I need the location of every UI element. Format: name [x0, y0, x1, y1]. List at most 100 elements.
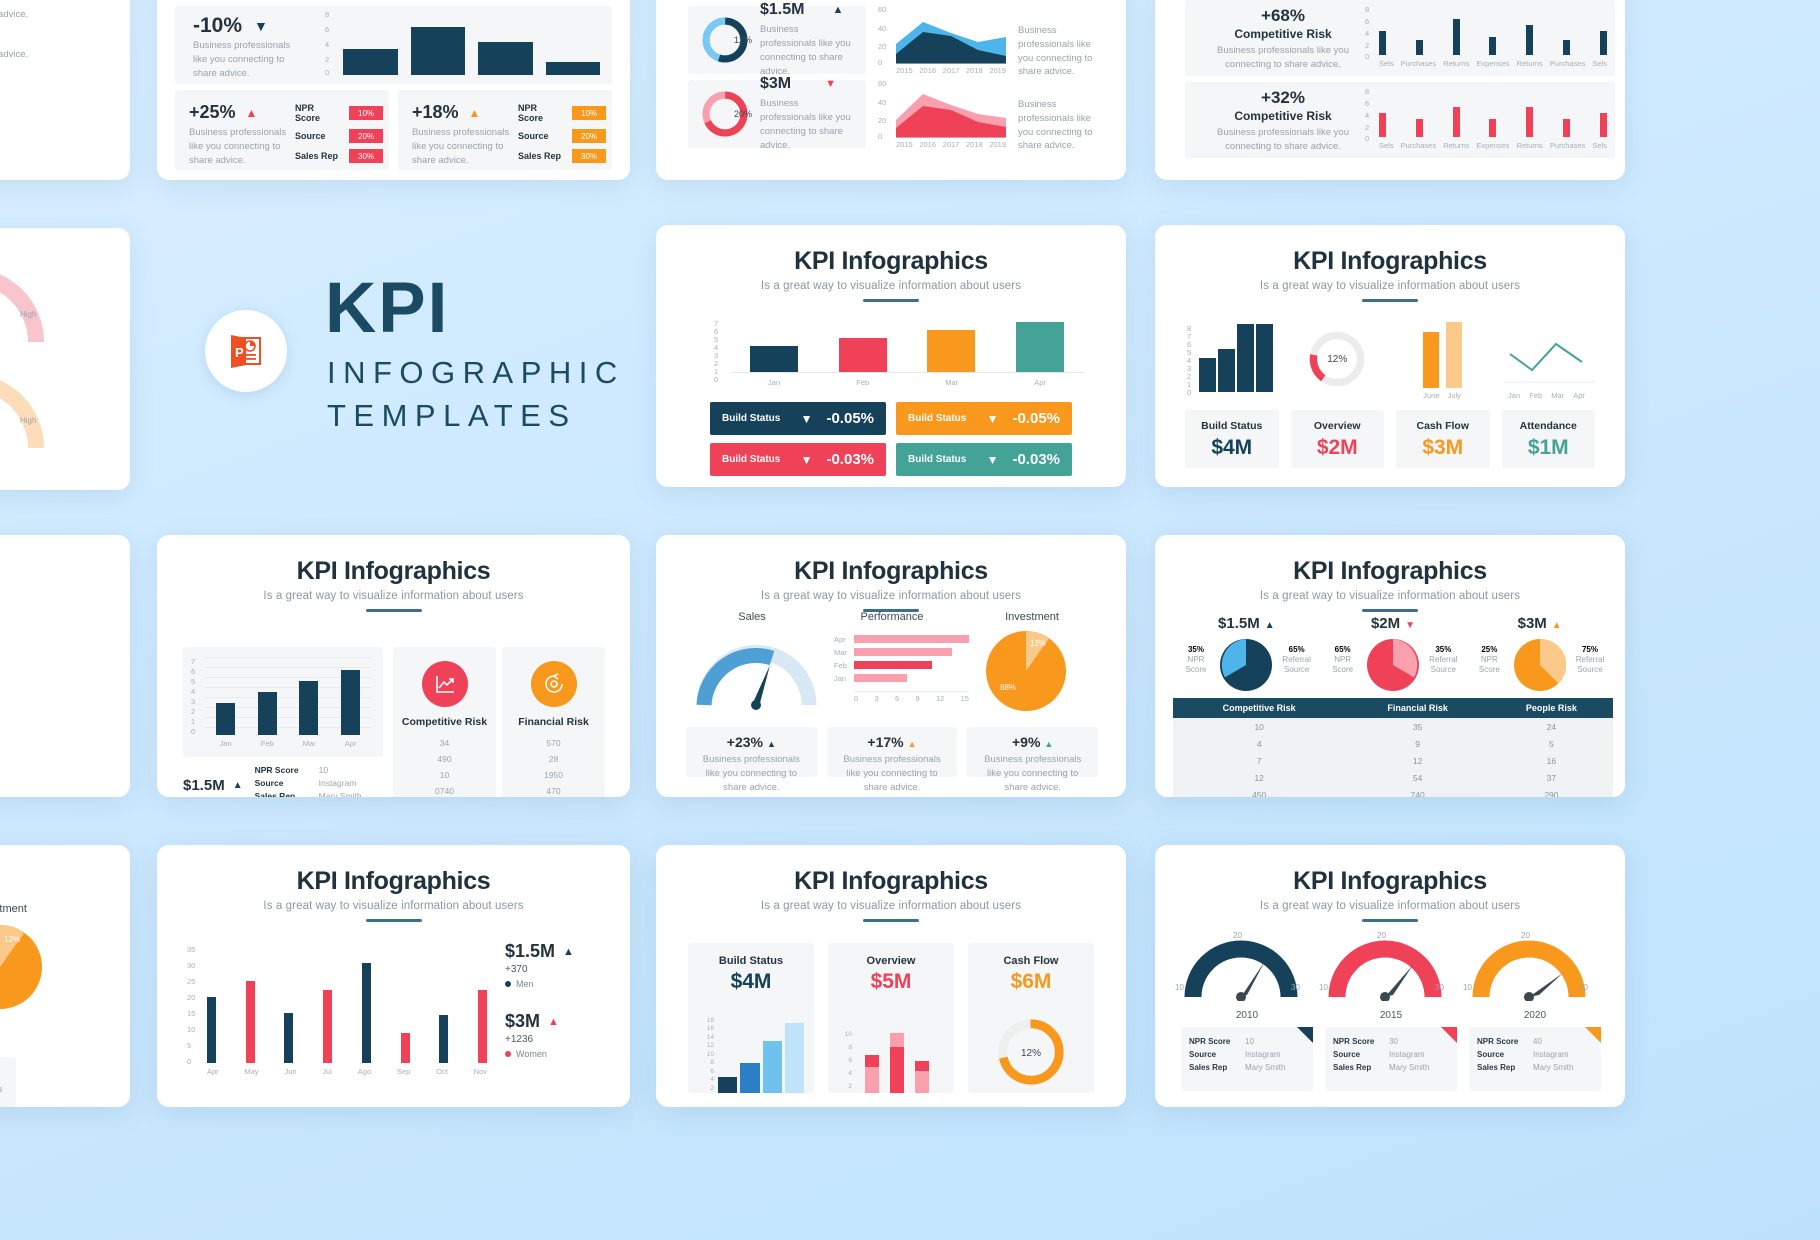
item-text: ...sionals like — [0, 629, 116, 643]
npr-tile[interactable]: NPR Score 30 Source Instagram Sales Rep Mar… — [1325, 1027, 1457, 1091]
card-row4-left[interactable]: KPI Infographics Is a great way to visua… — [157, 845, 630, 1107]
card-top-left[interactable]: -10% Business professionals like you con… — [157, 0, 630, 180]
page-title: KPI Infographics — [1293, 247, 1487, 275]
blurb: Business professionals like you connecti… — [843, 754, 941, 793]
pie-amount: $2M — [1370, 615, 1401, 632]
status-tile[interactable]: Build Status -0.05% — [896, 402, 1072, 435]
cell: 16 — [1489, 752, 1613, 769]
tick: Sels — [1379, 59, 1394, 68]
metric-tile[interactable]: Build Status $4M — [1185, 410, 1279, 468]
card-row4-right[interactable]: KPI Infographics Is a great way to visua… — [1155, 845, 1625, 1107]
legend-amount: $3M — [505, 1011, 541, 1031]
card-left-row1[interactable]: ...fessionals like you share advice. ...… — [0, 0, 130, 180]
risk-value: 570 — [546, 738, 561, 748]
page-subtitle: Is a great way to visualize information … — [760, 900, 1022, 912]
bar — [1452, 19, 1460, 55]
card-row3-center[interactable]: KPI Infographics Is a great way to visua… — [656, 535, 1126, 797]
donut-row-2: 20% $3M Business professionals like you … — [688, 75, 866, 151]
metric-tile[interactable]: Overview $2M — [1290, 410, 1384, 468]
tick: Jun — [284, 1067, 297, 1076]
footer-tile[interactable]: +23% Business professionals like you con… — [686, 727, 817, 793]
metric-value: $6M — [1010, 970, 1052, 993]
risk-tile-2[interactable]: Financial Risk 570 28 1950 470 591 — [502, 647, 605, 797]
page-subtitle: Is a great way to visualize information … — [1259, 280, 1521, 292]
metric-tile[interactable]: Cash Flow $3M — [1396, 410, 1490, 468]
tick: 15 — [960, 694, 969, 703]
cell: 290 — [1489, 786, 1613, 797]
card-mid-center[interactable]: KPI Infographics Is a great way to visua… — [656, 225, 1126, 487]
footer-tile[interactable]: +9% Business professionals like you conn… — [967, 727, 1098, 793]
card-left-row4[interactable]: Investment 12% 88% +9% Business professi… — [0, 845, 130, 1107]
row-value: Mary Smith — [1245, 1063, 1286, 1072]
page-title: KPI Infographics — [794, 247, 988, 275]
npr-tile[interactable]: NPR Score 40 Source Instagram Sales Rep Mar… — [1469, 1027, 1601, 1091]
page-subtitle: Is a great way to visualize information … — [760, 590, 1022, 602]
footer-value: +9% — [1011, 734, 1041, 750]
metric-line: Jan Feb Mar Apr — [1502, 320, 1596, 400]
kpi-tile-2[interactable]: +18% Business professionals like you con… — [398, 90, 612, 170]
bar — [854, 635, 969, 643]
tick: Oct — [436, 1067, 448, 1076]
footer-tile[interactable]: +17% Business professionals like you con… — [826, 727, 958, 793]
page-title: KPI Infographics — [296, 867, 491, 895]
card-row3-left[interactable]: KPI Infographics Is a great way to visua… — [157, 535, 630, 797]
bar — [340, 670, 360, 735]
tick: Jan — [834, 674, 847, 683]
pct: 35% — [1435, 645, 1452, 654]
metric-tile[interactable]: Build Status $4M 18 16 14 12 10 8 6 4 2 — [688, 943, 814, 1093]
tick: Returns — [1443, 141, 1470, 150]
cell: 12 — [1345, 752, 1490, 769]
pie-block: $3M 25%NPR Score 75%Referral Source — [1466, 615, 1613, 693]
tick: Mar — [1551, 391, 1565, 400]
cell: 12 — [1173, 769, 1346, 786]
card-top-right[interactable]: +68% Competitive Risk Business professio… — [1155, 0, 1625, 180]
card-mid-right[interactable]: KPI Infographics Is a great way to visua… — [1155, 225, 1625, 487]
tick: Apr — [1573, 391, 1585, 400]
metric-tile[interactable]: Overview $5M 10 8 6 4 2 — [828, 943, 954, 1093]
row-label: Sales Rep — [518, 151, 562, 161]
tick: 2016 — [919, 66, 937, 75]
card-left-row3[interactable]: Distance ...sionals like s Often ...sion… — [0, 535, 130, 797]
metric-tile[interactable]: Cash Flow $6M 12% — [968, 943, 1094, 1093]
row-label: NPR Score — [295, 103, 321, 123]
footer-tile[interactable]: +9% Business professionals like you conn… — [0, 1057, 16, 1107]
row-value: Instagram — [1533, 1050, 1569, 1059]
divider — [1362, 299, 1418, 302]
row-label: Source — [1333, 1050, 1361, 1059]
npr-tile[interactable]: NPR Score 10 Source Instagram Sales Rep Mar… — [1181, 1027, 1313, 1091]
pct: 25% — [1481, 645, 1498, 654]
bar — [889, 1033, 904, 1093]
page-subtitle: Is a great way to visualize information … — [1259, 590, 1521, 602]
status-tile[interactable]: Build Status -0.03% — [710, 443, 886, 476]
item-title: Cough — [0, 715, 116, 729]
risk-label: Financial Risk — [518, 716, 589, 728]
cell: 10 — [1173, 718, 1346, 735]
cell: 37 — [1489, 769, 1613, 786]
status-tile[interactable]: Build Status -0.05% — [710, 402, 886, 435]
row-label: Source — [1477, 1050, 1505, 1059]
status-tile[interactable]: Build Status -0.03% — [896, 443, 1072, 476]
slice-label: 88% — [1000, 683, 1017, 692]
row-value: 40 — [1533, 1037, 1542, 1046]
row-value: Mary Smith — [1533, 1063, 1574, 1072]
card-row3-right[interactable]: KPI Infographics Is a great way to visua… — [1155, 535, 1625, 797]
tick: 2019 — [989, 66, 1006, 75]
area-chart-1: 60 40 20 0 2015 2016 2017 2018 2019 Busi… — [878, 5, 1098, 77]
bar — [361, 963, 371, 1063]
row-value: 10 — [1245, 1037, 1254, 1046]
bar-panel: 7 6 5 4 3 2 1 0 Jan Feb Mar Apr — [183, 647, 383, 757]
kpi-tile-1[interactable]: +25% Business professionals like you con… — [175, 90, 389, 170]
gauge-chart — [1184, 940, 1298, 1002]
risk-value: 1950 — [544, 770, 563, 781]
tick: 0 — [854, 694, 859, 703]
bar — [718, 1077, 738, 1093]
gauge-year: 2015 — [1379, 1010, 1403, 1021]
card-left-gauges[interactable]: MediumHigh High MediumHigh High — [0, 228, 130, 490]
card-top-mid[interactable]: 12% $1.5M Business professionals like yo… — [656, 0, 1126, 180]
card-row4-center[interactable]: KPI Infographics Is a great way to visua… — [656, 845, 1126, 1107]
risk-label: Competitive Risk — [1234, 109, 1332, 123]
column-heading: Performance — [860, 611, 924, 623]
risk-tile-1[interactable]: Competitive Risk 34 490 10 0740 8 — [393, 647, 496, 797]
metric-tile[interactable]: Attendance $1M — [1501, 410, 1595, 468]
tick: Apr — [207, 1067, 219, 1076]
